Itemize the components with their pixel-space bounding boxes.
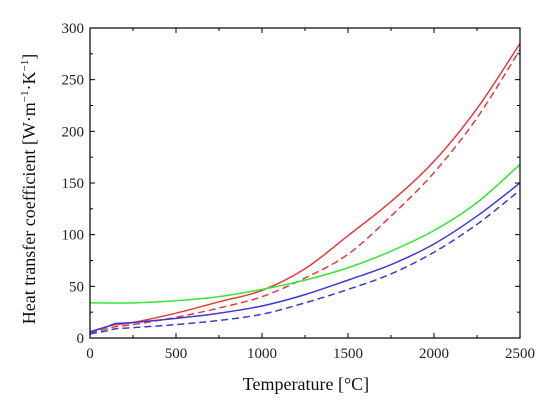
axis-ticks: [89, 27, 521, 339]
series-line-4: [89, 182, 521, 333]
y-tick-label: 150: [62, 176, 85, 192]
y-tick-label: 300: [62, 21, 85, 37]
series-line-2: [89, 49, 521, 334]
series-line-1: [89, 43, 521, 333]
x-tick-label: 1500: [333, 346, 363, 362]
plot-lines: [89, 43, 521, 335]
series-line-5: [89, 189, 521, 335]
x-axis-title: Temperature [°C]: [243, 374, 369, 394]
y-axis-title-exp1: −1: [19, 90, 31, 102]
x-tick-label: 500: [165, 346, 188, 362]
series-line-3: [89, 163, 521, 304]
y-axis-title-end: ]: [19, 54, 39, 60]
x-tick-label: 2500: [505, 346, 535, 362]
y-tick-label: 200: [62, 124, 85, 140]
x-tick-label: 2000: [419, 346, 449, 362]
y-axis-title-main: Heat transfer coefficient [W·m: [19, 102, 39, 324]
y-axis-title: Heat transfer coefficient [W·m−1·K−1]: [19, 54, 39, 324]
y-axis-title-exp2: −1: [19, 60, 31, 72]
x-tick-label: 1000: [247, 346, 277, 362]
y-tick-label: 0: [77, 331, 85, 347]
tick-labels: 0 500 1000 1500 2000 2500 0 50 100 150 200 250 300: [62, 21, 536, 362]
y-axis-title-mid: ·K: [19, 71, 39, 90]
y-tick-label: 50: [69, 279, 84, 295]
y-tick-label: 100: [62, 228, 85, 244]
plot-frame: [89, 27, 521, 339]
y-tick-label: 250: [62, 73, 85, 89]
x-tick-label: 0: [86, 346, 94, 362]
